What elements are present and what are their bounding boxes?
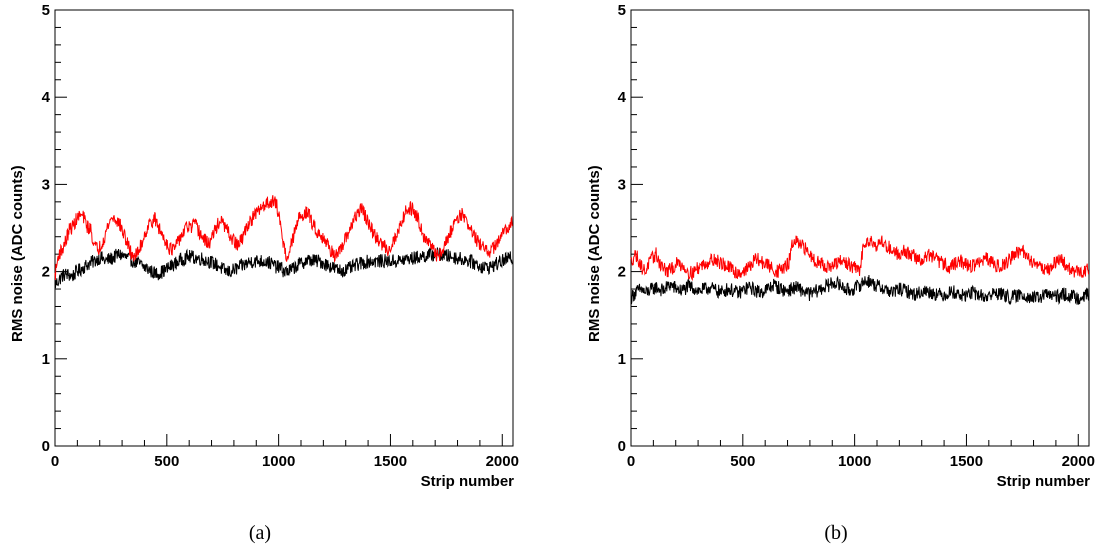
panel-a-y-tick-label: 5	[42, 2, 50, 19]
panel-a-chart: 0 1 2 3 4 5 0 500 1000 1500 2000 Strip number RMS …	[9, 2, 519, 544]
panel-a-x-tick-label: 2000	[486, 453, 519, 470]
panel-b-plot-area: 0 1 2 3 4 5 0 500 1000 1500 2000	[618, 2, 1095, 470]
panel-b-caption: (b)	[824, 522, 847, 544]
panel-a-y-tick-label: 4	[42, 89, 51, 106]
panel-b-y-tick-label: 0	[618, 438, 626, 455]
panel-b-x-tick-label: 0	[627, 453, 635, 470]
panel-a-x-tick-label: 500	[154, 453, 179, 470]
panel-b-y-tick-label: 5	[618, 2, 626, 19]
panel-b-y-tick-label: 3	[618, 176, 626, 193]
panel-b-y-tick-label: 4	[618, 89, 627, 106]
panel-a-x-tick-label: 1500	[374, 453, 407, 470]
panel-a-caption: (a)	[249, 522, 271, 544]
panel-a-y-tick-label: 2	[42, 264, 50, 281]
panel-a-x-axis-title: Strip number	[421, 473, 515, 490]
panel-b-x-tick-label: 1000	[838, 453, 871, 470]
panel-a-y-tick-label: 1	[42, 351, 50, 368]
panel-a-plot-frame	[54, 9, 514, 447]
panel-a-y-tick-label: 3	[42, 176, 50, 193]
panel-b-x-axis-title: Strip number	[997, 473, 1091, 490]
panel-a-series-red-trace	[54, 195, 513, 280]
panel-b-x-tick-label: 2000	[1062, 453, 1095, 470]
panel-b-x-tick-label: 500	[730, 453, 755, 470]
panel-b-series-black-trace	[630, 274, 1090, 306]
panel-a-x-tick-label: 0	[51, 453, 59, 470]
panel-b-x-tick-label: 1500	[950, 453, 983, 470]
panel-a-x-tick-label: 1000	[262, 453, 295, 470]
panel-a-series-black-trace	[54, 247, 513, 289]
panel-a-y-tick-label: 0	[42, 438, 50, 455]
panel-b-y-tick-label: 2	[618, 264, 626, 281]
panel-b-plot-frame	[630, 9, 1090, 447]
panel-b-y-axis-title: RMS noise (ADC counts)	[586, 165, 603, 342]
panel-a-y-axis-title: RMS noise (ADC counts)	[9, 165, 26, 342]
panel-b-series-red-trace	[630, 235, 1090, 282]
panel-b-y-tick-label: 1	[618, 351, 626, 368]
panel-b-chart: 0 1 2 3 4 5 0 500 1000 1500 2000 Strip number RMS …	[586, 2, 1095, 544]
panel-a-plot-area: 0 1 2 3 4 5 0 500 1000 1500 2000	[42, 2, 519, 470]
